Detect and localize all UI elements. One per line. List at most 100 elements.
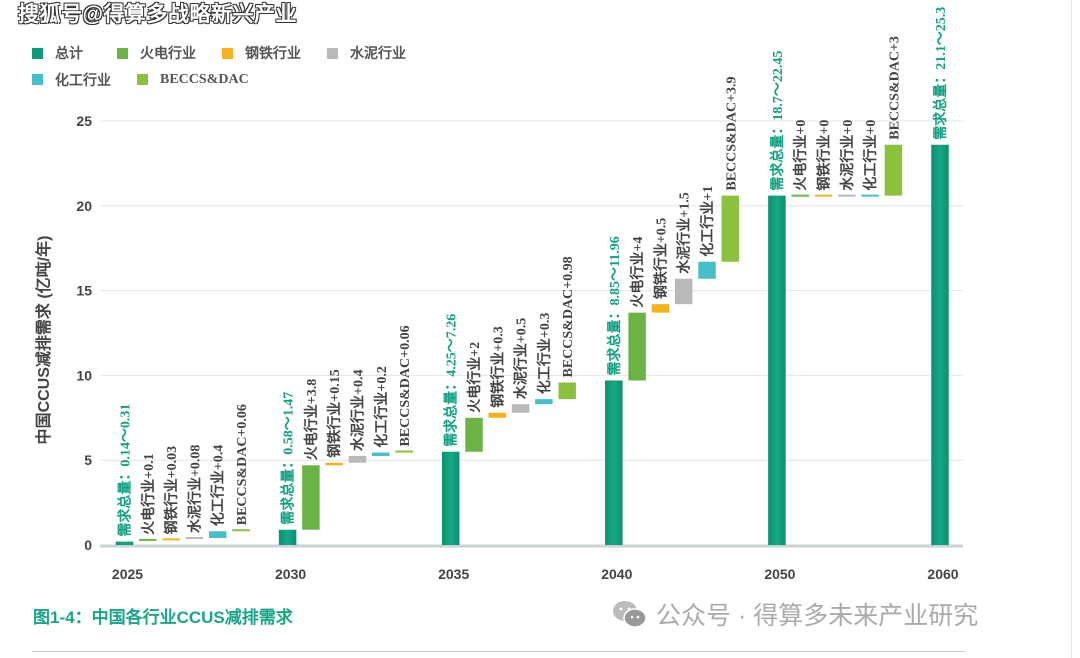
y-tick-label: 0 <box>84 537 92 553</box>
increment-label: 钢铁行业+0.5 <box>652 218 669 299</box>
y-tick-label: 15 <box>76 283 92 299</box>
bar-increment <box>558 382 576 400</box>
x-tick-label: 2050 <box>764 566 795 582</box>
gridlines <box>100 120 963 548</box>
legend-swatch <box>137 74 148 85</box>
increment-label: BECCS&DAC+3.9 <box>724 76 739 190</box>
y-tick-label: 20 <box>76 198 92 214</box>
legend: 总计 火电行业 钢铁行业 水泥行业化工行业 BECCS&DAC <box>32 40 492 93</box>
bar-increment <box>162 538 180 541</box>
legend-item: 化工行业 <box>32 67 111 93</box>
increment-label: 钢铁行业+0 <box>816 120 833 191</box>
increment-label: 化工行业+0.2 <box>373 366 390 447</box>
bar-total-2060 <box>931 144 949 545</box>
x-tick-label: 2030 <box>275 566 306 582</box>
increment-label: 火电行业+0.1 <box>140 453 157 534</box>
legend-swatch <box>32 74 43 85</box>
increment-label: 水泥行业+1.5 <box>676 192 693 273</box>
bar-increment <box>232 529 250 532</box>
x-axis-ticks: 2025 2030 2035 2040 2050 2060 <box>112 566 959 582</box>
bar-total-2050 <box>768 195 786 545</box>
x-tick-label: 2060 <box>927 566 958 582</box>
legend-item: 总计 <box>32 40 83 66</box>
wechat-watermark-text: 公众号 · 得算多未来产业研究 <box>656 602 979 630</box>
legend-swatch <box>117 47 128 59</box>
increment-label: 水泥行业+0.5 <box>513 318 530 399</box>
increment-label: 火电行业+4 <box>629 237 646 308</box>
bars <box>115 144 949 545</box>
legend-label: 化工行业 <box>55 71 111 88</box>
increment-label: BECCS&DAC+0.98 <box>561 256 576 377</box>
increment-label: 火电行业+2 <box>466 342 483 413</box>
increment-label: 钢铁行业+0.03 <box>163 446 180 534</box>
bar-increment <box>838 194 856 197</box>
x-tick-label: 2035 <box>438 566 469 582</box>
increment-label: 火电行业+0 <box>792 120 809 191</box>
bar-increment <box>208 531 227 539</box>
bar-increment <box>302 465 320 530</box>
bar-increment <box>139 538 157 541</box>
legend-label: 钢铁行业 <box>245 45 301 61</box>
bar-increment <box>348 455 367 463</box>
y-axis-ticks: 0 5 10 15 20 25 <box>76 113 92 553</box>
total-label: 需求总量：8.85～11.96 <box>606 236 623 375</box>
bar-increment <box>651 304 670 313</box>
total-label: 需求总量：0.14～0.31 <box>117 404 134 537</box>
bar-total-2030 <box>278 529 297 545</box>
bar-increment <box>488 412 507 418</box>
increment-label: 化工行业+0.3 <box>536 313 553 394</box>
legend-label: 总计 <box>55 45 83 61</box>
increment-label: BECCS&DAC+0.06 <box>398 325 413 446</box>
increment-label: 水泥行业+0.08 <box>186 445 203 533</box>
increment-label: BECCS&DAC+0.06 <box>235 404 250 525</box>
total-label: 需求总量：21.1～25.3 <box>932 7 949 140</box>
increment-label: 化工行业+0 <box>862 120 879 191</box>
figure-caption: 图1-4：中国各行业CCUS减排需求 <box>33 608 293 627</box>
wechat-icon <box>612 599 648 629</box>
increment-label: BECCS&DAC+3 <box>887 36 902 140</box>
total-label: 需求总量：18.7～22.45 <box>769 51 786 191</box>
bar-increment <box>465 417 483 452</box>
page-edge <box>1071 0 1072 658</box>
bar-increment <box>814 194 833 197</box>
legend-label: BECCS&DAC <box>160 71 249 87</box>
legend-swatch <box>327 47 338 59</box>
bar-increment <box>674 278 693 305</box>
increment-label: 钢铁行业+0.3 <box>489 326 506 407</box>
increment-label: 火电行业+3.8 <box>303 379 320 460</box>
bar-increment <box>721 195 740 262</box>
x-tick-label: 2025 <box>112 566 143 582</box>
increment-label: 钢铁行业+0.15 <box>326 369 343 457</box>
y-tick-label: 25 <box>76 113 92 129</box>
bar-increment <box>884 144 903 196</box>
bar-increment <box>185 537 204 540</box>
increment-label: 水泥行业+0 <box>839 120 856 191</box>
increment-label: 水泥行业+0.4 <box>350 369 367 450</box>
total-label: 需求总量：0.58～1.47 <box>280 392 297 525</box>
legend-item: 水泥行业 <box>327 40 406 66</box>
bar-total-2040 <box>605 380 623 545</box>
bar-increment <box>511 404 530 413</box>
legend-item: 钢铁行业 <box>222 40 301 66</box>
top-watermark: 搜狐号@得算多战略新兴产业 <box>18 3 297 26</box>
legend-swatch <box>32 47 43 59</box>
divider <box>32 651 965 652</box>
x-tick-label: 2040 <box>601 566 632 582</box>
bar-increment <box>791 194 809 197</box>
legend-item: 火电行业 <box>117 40 196 66</box>
bar-increment <box>395 450 413 453</box>
bar-labels: 需求总量：0.14～0.31 火电行业+0.1 钢铁行业+0.03 水泥行业+0.08… <box>117 7 950 537</box>
bar-increment <box>325 462 343 466</box>
bar-increment <box>698 261 716 279</box>
bar-increment <box>535 399 553 405</box>
legend-swatch <box>222 47 233 59</box>
legend-item: BECCS&DAC <box>137 67 249 93</box>
wechat-watermark: 公众号 · 得算多未来产业研究 <box>612 596 978 632</box>
increment-label: 化工行业+0.4 <box>210 445 227 526</box>
legend-label: 水泥行业 <box>350 45 406 61</box>
legend-label: 火电行业 <box>140 45 196 61</box>
y-tick-label: 5 <box>84 452 92 468</box>
y-tick-label: 10 <box>76 367 92 383</box>
bar-total-2035 <box>441 451 460 545</box>
